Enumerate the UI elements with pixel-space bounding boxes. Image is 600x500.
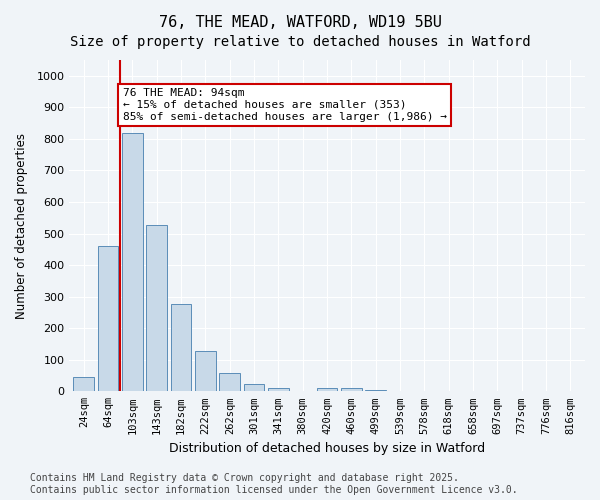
Bar — [341, 388, 362, 392]
Text: 76, THE MEAD, WATFORD, WD19 5BU: 76, THE MEAD, WATFORD, WD19 5BU — [158, 15, 442, 30]
Bar — [365, 390, 386, 392]
X-axis label: Distribution of detached houses by size in Watford: Distribution of detached houses by size … — [169, 442, 485, 455]
Bar — [317, 388, 337, 392]
Text: 76 THE MEAD: 94sqm
← 15% of detached houses are smaller (353)
85% of semi-detach: 76 THE MEAD: 94sqm ← 15% of detached hou… — [123, 88, 447, 122]
Bar — [195, 351, 216, 392]
Y-axis label: Number of detached properties: Number of detached properties — [15, 132, 28, 318]
Bar — [146, 225, 167, 392]
Text: Contains HM Land Registry data © Crown copyright and database right 2025.
Contai: Contains HM Land Registry data © Crown c… — [30, 474, 518, 495]
Bar — [268, 388, 289, 392]
Bar — [122, 132, 143, 392]
Bar — [171, 304, 191, 392]
Bar — [98, 246, 118, 392]
Bar — [220, 373, 240, 392]
Text: Size of property relative to detached houses in Watford: Size of property relative to detached ho… — [70, 35, 530, 49]
Bar — [244, 384, 265, 392]
Bar — [73, 377, 94, 392]
